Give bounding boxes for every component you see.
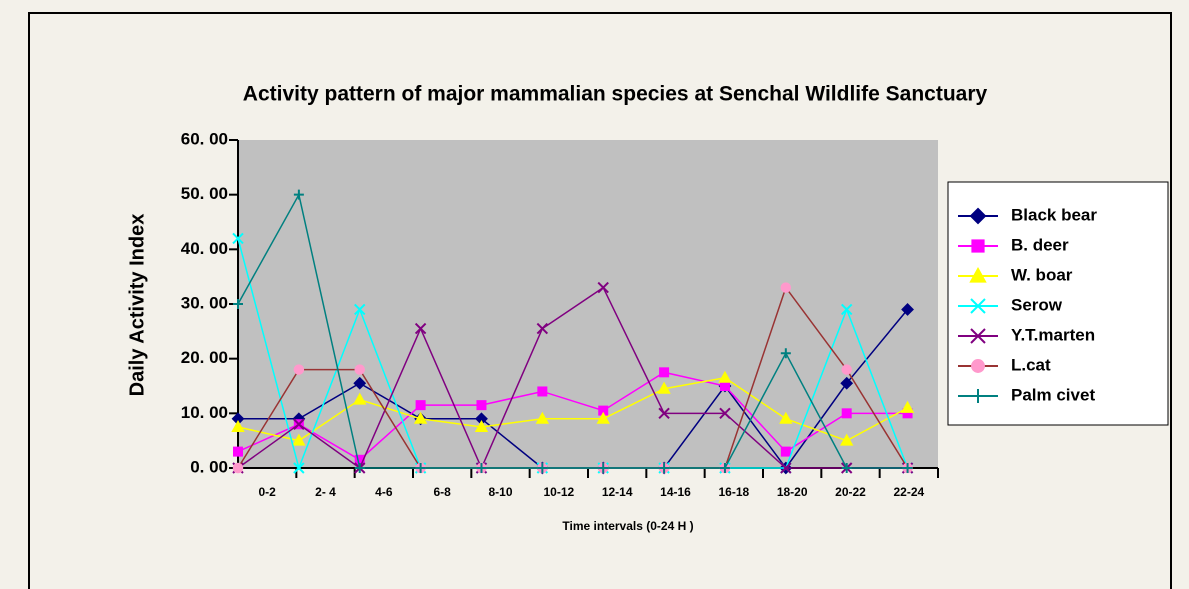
marker <box>598 463 609 473</box>
marker <box>970 328 986 344</box>
marker <box>293 462 305 474</box>
legend <box>947 181 1169 426</box>
legend-label: Serow <box>1011 295 1063 314</box>
marker <box>659 463 670 473</box>
marker <box>413 411 428 424</box>
series-line <box>237 377 908 442</box>
marker <box>971 389 985 403</box>
marker <box>233 299 243 309</box>
marker <box>536 322 549 335</box>
y-tick-label: 10. 00 <box>181 403 228 422</box>
marker <box>780 348 791 359</box>
x-axis-label: Time intervals (0-24 H ) <box>562 519 693 533</box>
marker <box>901 303 914 316</box>
marker <box>970 298 986 314</box>
legend-label: L.cat <box>1011 355 1051 374</box>
x-tick-label: 12-14 <box>602 485 633 499</box>
x-tick-label: 10-12 <box>543 485 574 499</box>
x-tick-label: 8-10 <box>488 485 512 499</box>
x-tick-label: 20-22 <box>835 485 866 499</box>
x-tick-label: 2- 4 <box>315 485 336 499</box>
plot-area <box>238 140 938 468</box>
marker <box>353 392 367 405</box>
x-tick-label: 22-24 <box>893 485 924 499</box>
marker <box>841 364 852 375</box>
y-tick-label: 40. 00 <box>181 239 228 258</box>
marker <box>354 303 366 316</box>
marker <box>971 239 985 253</box>
marker <box>476 463 487 473</box>
series-line <box>237 192 908 469</box>
x-tick-label: 0-2 <box>258 485 276 499</box>
marker <box>596 411 610 424</box>
marker <box>474 419 489 432</box>
marker <box>779 411 793 424</box>
marker <box>780 446 791 457</box>
marker <box>840 376 854 390</box>
marker <box>233 446 243 457</box>
marker <box>414 322 427 335</box>
y-tick-label: 50. 00 <box>181 184 228 203</box>
marker <box>971 359 985 373</box>
marker <box>231 419 245 432</box>
marker <box>232 462 244 474</box>
x-tick-label: 18-20 <box>777 485 808 499</box>
marker <box>900 400 915 413</box>
series-line <box>237 371 908 461</box>
marker <box>597 281 609 294</box>
x-tick-label: 16-18 <box>718 485 749 499</box>
marker <box>415 400 426 411</box>
x-tick-label: 4-6 <box>375 485 393 499</box>
marker <box>840 303 853 316</box>
x-tick-label: 6-8 <box>433 485 451 499</box>
marker <box>841 463 852 473</box>
chart-title: Activity pattern of major mammalian spec… <box>243 83 988 106</box>
marker <box>719 407 731 420</box>
marker <box>415 463 426 473</box>
marker <box>476 400 487 411</box>
y-tick-label: 20. 00 <box>181 348 228 367</box>
legend-label: Black bear <box>1011 205 1097 224</box>
marker <box>719 381 730 391</box>
y-tick-label: 60. 00 <box>181 129 228 148</box>
frame <box>28 12 1172 589</box>
y-tick-label: 0. 00 <box>190 457 228 476</box>
marker <box>780 282 792 293</box>
marker <box>969 207 987 225</box>
marker <box>969 266 987 283</box>
marker <box>659 367 670 378</box>
marker <box>293 189 304 200</box>
legend-label: B. deer <box>1011 235 1069 254</box>
marker <box>657 381 671 394</box>
y-tick-label: 30. 00 <box>181 293 228 312</box>
series-line <box>237 286 908 470</box>
legend-label: Y.T.marten <box>1011 325 1095 344</box>
marker <box>841 408 852 419</box>
marker <box>780 462 792 474</box>
y-axis-label: Daily Activity Index <box>126 214 148 397</box>
x-tick-label: 14-16 <box>660 485 691 499</box>
marker <box>902 463 913 473</box>
marker <box>719 463 730 473</box>
marker <box>658 407 670 420</box>
marker <box>292 433 306 446</box>
marker <box>293 418 305 430</box>
marker <box>354 463 365 473</box>
marker <box>535 411 550 424</box>
legend-label: Palm civet <box>1011 385 1095 404</box>
marker <box>537 463 548 473</box>
marker <box>839 433 854 446</box>
marker <box>354 364 365 375</box>
marker <box>537 386 548 397</box>
marker <box>353 376 367 390</box>
legend-label: W. boar <box>1011 265 1073 284</box>
marker <box>718 370 732 383</box>
marker <box>232 232 244 245</box>
marker <box>293 364 305 375</box>
